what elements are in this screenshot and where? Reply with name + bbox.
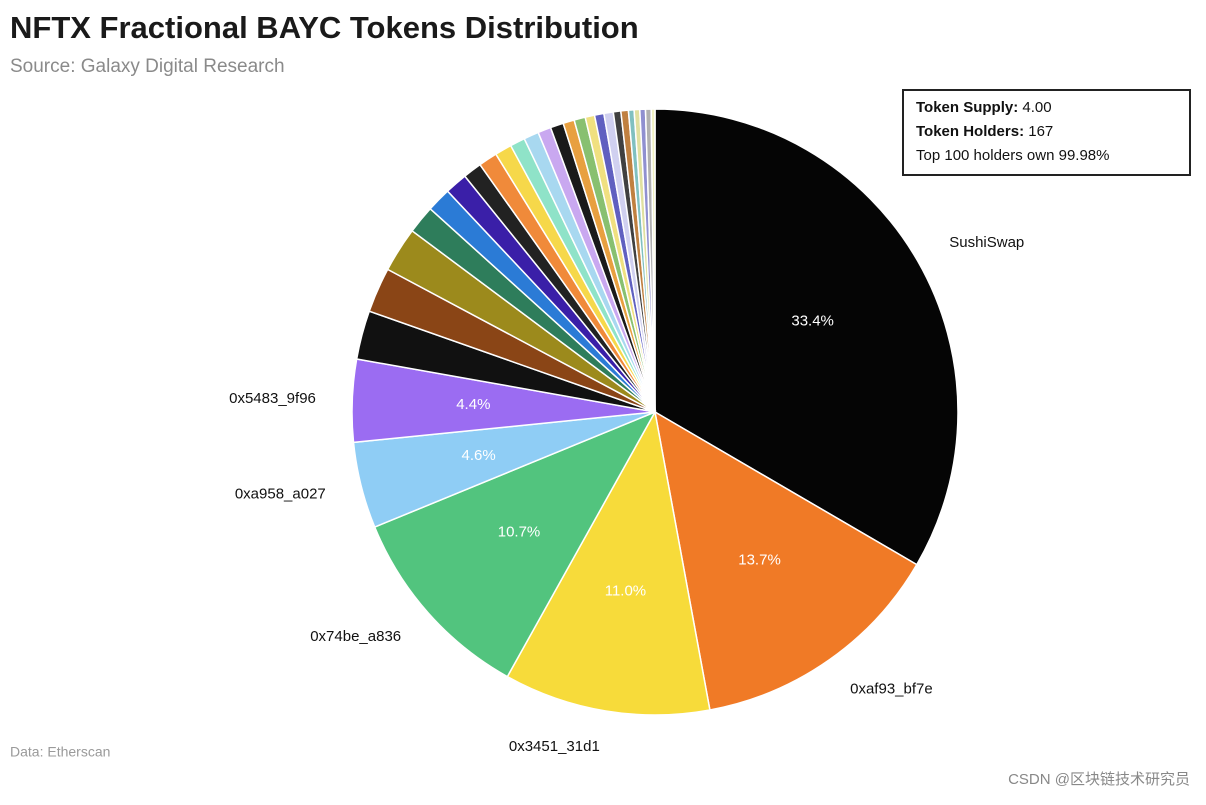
category-label: 0xaf93_bf7e — [850, 681, 933, 698]
info-value: 4.00 — [1022, 99, 1051, 116]
chart-subtitle: Source: Galaxy Digital Research — [10, 56, 285, 77]
info-label: Token Supply: — [916, 99, 1018, 116]
value-label: 11.0% — [605, 582, 646, 599]
pie-slice — [506, 409, 711, 716]
pie-slice — [373, 410, 657, 678]
info-box — [902, 89, 1191, 176]
category-label: SushiSwap — [949, 234, 1024, 251]
value-label: 4.6% — [462, 447, 496, 464]
source-note: Data: Etherscan — [10, 744, 110, 760]
value-label: 13.7% — [738, 552, 781, 569]
info-line: Top 100 holders own 99.98% — [916, 147, 1109, 164]
pie-slice — [654, 108, 959, 566]
info-line: Token Holders: 167 — [916, 123, 1053, 140]
info-label: Token Holders: — [916, 123, 1024, 140]
pie: 33.4% SushiSwap 13.7% 0xaf93_bf7e 11.0% 0x345… — [229, 108, 1024, 755]
pie-slice — [653, 410, 918, 711]
value-label: 4.4% — [456, 396, 490, 413]
chart-title: NFTX Fractional BAYC Tokens Distribution — [10, 10, 639, 45]
category-label: 0x3451_31d1 — [509, 738, 600, 755]
info-line: Token Supply: 4.00 — [916, 99, 1052, 116]
category-label: 0xa958_a027 — [235, 485, 326, 502]
category-label: 0x74be_a836 — [310, 628, 401, 645]
pie-slice — [650, 108, 656, 413]
value-label: 33.4% — [791, 312, 834, 329]
watermark: CSDN @区块链技术研究员 — [1008, 771, 1190, 788]
category-label: 0x5483_9f96 — [229, 390, 316, 407]
value-label: 10.7% — [498, 524, 541, 541]
info-value: 167 — [1028, 123, 1053, 140]
